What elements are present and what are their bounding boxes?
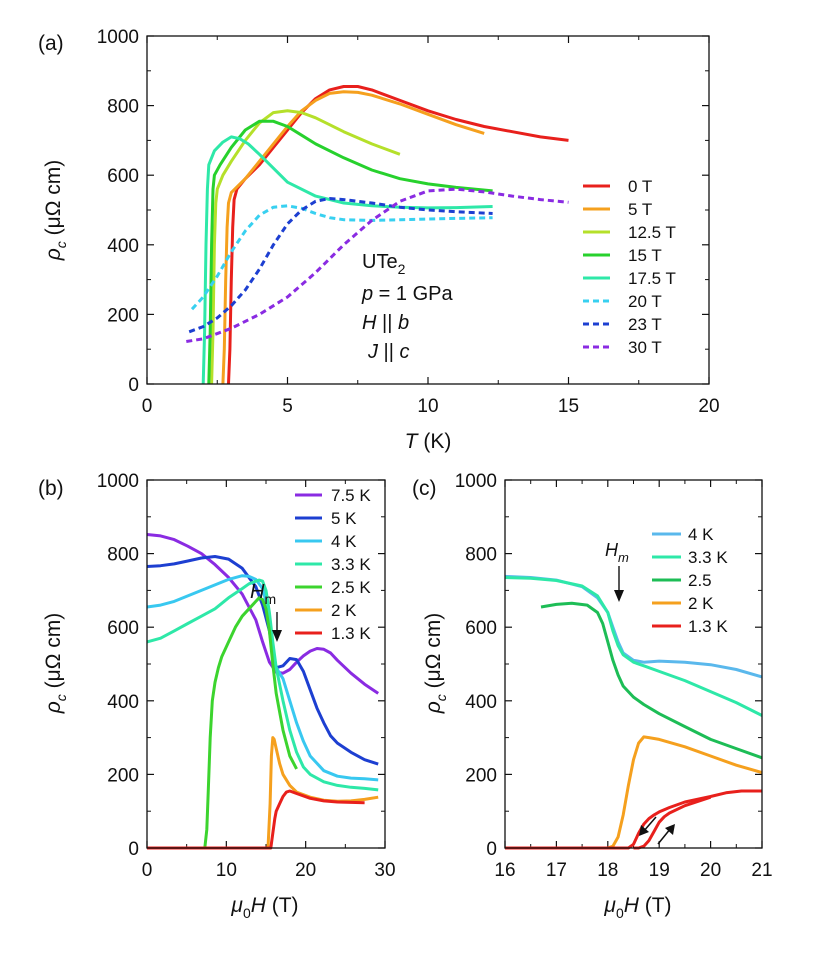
panel-a-xlabel: T (K) bbox=[405, 430, 452, 453]
series-line-5-t bbox=[221, 90, 485, 385]
panel-a-frame bbox=[146, 35, 710, 385]
y-tick-label: 200 bbox=[107, 305, 139, 326]
series-line-3-3-k bbox=[146, 578, 379, 792]
x-tick-label: 10 bbox=[417, 396, 438, 417]
legend-label: 2 K bbox=[331, 601, 357, 620]
legend-label: 3.3 K bbox=[688, 548, 728, 567]
legend-label: 7.5 K bbox=[331, 486, 371, 505]
x-tick-label: 21 bbox=[751, 860, 772, 881]
x-tick-label: 19 bbox=[649, 860, 670, 881]
panel-c-label: (c) bbox=[412, 477, 437, 500]
panel-c-ylabel: ρc (μΩ cm) bbox=[422, 613, 449, 714]
y-tick-label: 1000 bbox=[97, 471, 139, 492]
legend-label: 2.5 bbox=[688, 571, 712, 590]
y-tick-label: 0 bbox=[128, 375, 139, 396]
panel-a-ylabel: ρc (μΩ cm) bbox=[42, 160, 69, 261]
series-line-2-5-k bbox=[203, 596, 298, 849]
panel-b-ylabel: ρc (μΩ cm) bbox=[42, 613, 69, 714]
x-tick-label: 18 bbox=[597, 860, 618, 881]
y-tick-label: 200 bbox=[107, 765, 139, 786]
y-tick-label: 600 bbox=[465, 618, 497, 639]
y-tick-label: 600 bbox=[107, 618, 139, 639]
x-tick-label: 10 bbox=[216, 860, 237, 881]
legend-label: 1.3 K bbox=[688, 617, 728, 636]
x-tick-label: 20 bbox=[698, 396, 719, 417]
annotation-current-direction: J || c bbox=[367, 341, 410, 363]
series-line-15-t bbox=[207, 119, 493, 385]
series-line-23-t bbox=[188, 197, 493, 334]
y-tick-label: 800 bbox=[107, 97, 139, 118]
y-tick-label: 400 bbox=[107, 692, 139, 713]
legend-label: 1.3 K bbox=[331, 624, 371, 643]
x-tick-label: 15 bbox=[558, 396, 579, 417]
legend-label: 0 T bbox=[628, 177, 652, 196]
panel-c-hm-arrow bbox=[614, 566, 624, 602]
x-tick-label: 16 bbox=[494, 860, 515, 881]
panel-b-label: (b) bbox=[38, 477, 64, 500]
legend-label: 5 T bbox=[628, 200, 652, 219]
sweep-up-arrow-icon bbox=[657, 824, 675, 845]
y-tick-label: 1000 bbox=[97, 27, 139, 48]
panel-b-hm-arrow bbox=[272, 612, 282, 642]
legend-label: 15 T bbox=[628, 246, 662, 265]
series-line-1-3-k bbox=[505, 789, 762, 850]
x-tick-label: 30 bbox=[374, 860, 395, 881]
annotation-pressure: p = 1 GPa bbox=[361, 283, 453, 305]
legend-label: 20 T bbox=[628, 292, 662, 311]
legend-label: 4 K bbox=[331, 532, 357, 551]
x-tick-label: 20 bbox=[295, 860, 316, 881]
panel-b-hm-label: Hm bbox=[250, 581, 276, 607]
x-tick-label: 0 bbox=[142, 860, 153, 881]
panel-b: (b) 0 10 20 30 0 200 400 600 800 1000 7.5 K 5 K 4 K 3… bbox=[38, 471, 396, 921]
x-tick-label: 0 bbox=[142, 396, 153, 417]
legend-label: 3.3 K bbox=[331, 555, 371, 574]
panel-b-plot: 0 10 20 30 0 200 400 600 800 1000 7.5 K 5 K 4 K 3.3 K… bbox=[97, 471, 396, 881]
y-tick-label: 800 bbox=[107, 545, 139, 566]
series-line-2-5 bbox=[540, 601, 763, 760]
panel-b-xlabel: μ0H (T) bbox=[230, 894, 298, 921]
y-tick-label: 0 bbox=[128, 839, 139, 860]
x-tick-label: 17 bbox=[546, 860, 567, 881]
panel-b-frame bbox=[146, 479, 386, 849]
series-line-3-3-k bbox=[504, 576, 763, 717]
legend-label: 2 K bbox=[688, 594, 714, 613]
panel-a-annotation: UTe2 p = 1 GPa H || b J || c bbox=[361, 251, 453, 363]
legend-label: 12.5 T bbox=[628, 223, 676, 242]
y-tick-label: 0 bbox=[486, 839, 497, 860]
panel-c-xlabel: μ0H (T) bbox=[603, 894, 671, 921]
y-tick-label: 400 bbox=[107, 236, 139, 257]
legend-label: 4 K bbox=[688, 525, 714, 544]
panel-c-hm-label: Hm bbox=[605, 540, 629, 565]
legend-label: 17.5 T bbox=[628, 269, 676, 288]
annotation-compound: UTe2 bbox=[362, 251, 406, 277]
panel-c-frame bbox=[504, 479, 763, 849]
x-tick-label: 5 bbox=[282, 396, 293, 417]
y-tick-label: 800 bbox=[465, 545, 497, 566]
x-tick-label: 20 bbox=[700, 860, 721, 881]
series-line-30-t bbox=[186, 187, 569, 343]
legend-label: 2.5 K bbox=[331, 578, 371, 597]
legend-label: 30 T bbox=[628, 338, 662, 357]
legend-label: 5 K bbox=[331, 509, 357, 528]
legend-label: 23 T bbox=[628, 315, 662, 334]
panel-a-label: (a) bbox=[38, 32, 64, 55]
y-tick-label: 1000 bbox=[455, 471, 497, 492]
series-line-0-t bbox=[227, 85, 569, 385]
y-tick-label: 400 bbox=[465, 692, 497, 713]
series-line-2-k bbox=[147, 736, 379, 850]
annotation-field-direction: H || b bbox=[362, 312, 409, 334]
series-line-1-3-k-up-sweep bbox=[633, 795, 712, 850]
series-line-17-5-t bbox=[201, 135, 493, 385]
sweep-down-arrow-icon bbox=[639, 816, 657, 836]
y-tick-label: 200 bbox=[465, 765, 497, 786]
y-tick-label: 600 bbox=[107, 166, 139, 187]
panel-c-plot: 16 17 18 19 20 21 0 200 400 600 800 1000 4 K 3.3 K 2.5… bbox=[455, 471, 773, 881]
panel-c: (c) 16 17 18 19 20 21 0 200 400 600 800 1000 4 K 3.3 … bbox=[412, 471, 773, 921]
